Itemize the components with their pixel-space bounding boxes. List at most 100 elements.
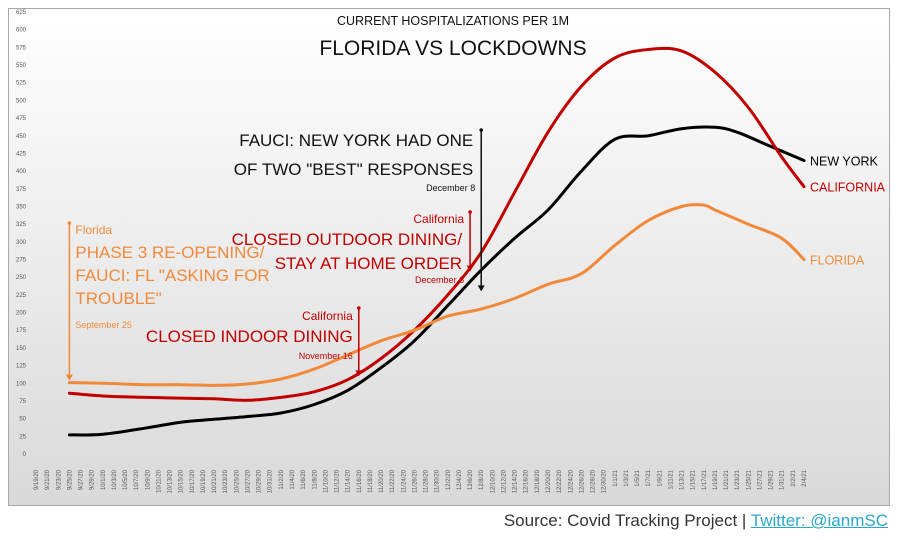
x-tick-label: 1/3/21	[624, 469, 630, 486]
y-tick-label: 175	[16, 328, 27, 334]
new-york-annotation-arrow-head	[477, 285, 485, 292]
y-tick-label: 250	[16, 275, 27, 281]
x-tick-label: 9/25/20	[67, 469, 73, 490]
y-tick-label: 125	[16, 364, 27, 370]
x-tick-label: 10/27/20	[245, 469, 251, 493]
florida-annotation-arrow-dot	[67, 221, 72, 225]
florida-series-line	[67, 203, 806, 387]
y-axis: 0 25 50 75 100 125 150 175 200 225 250 275 300 325 350…	[16, 10, 27, 458]
x-tick-label: 10/15/20	[179, 469, 185, 493]
x-tick-label: 11/18/20	[368, 469, 374, 493]
x-tick-label: 11/12/20	[335, 469, 341, 493]
y-tick-label: 325	[16, 222, 27, 228]
source-footer: Source: Covid Tracking Project | Twitter…	[504, 511, 888, 531]
x-tick-label: 1/23/21	[735, 469, 741, 490]
x-tick-label: 11/8/20	[312, 469, 318, 489]
x-tick-label: 1/5/21	[635, 469, 641, 486]
x-tick-label: 11/20/20	[379, 469, 385, 493]
x-tick-label: 12/10/20	[490, 469, 496, 493]
annotation-date: December 6	[415, 275, 464, 285]
annotation-date: September 25	[75, 320, 132, 330]
x-tick-label: 10/29/20	[257, 469, 263, 493]
x-tick-label: 1/11/21	[668, 469, 674, 489]
y-tick-label: 525	[16, 81, 27, 87]
annotation-state: Florida	[75, 223, 112, 237]
annotation-line: CLOSED OUTDOOR DINING/	[232, 230, 463, 249]
y-tick-label: 550	[16, 63, 27, 69]
x-tick-label: 12/24/20	[568, 469, 574, 493]
california-nov-arrow-dot	[356, 306, 361, 310]
x-tick-label: 10/23/20	[223, 469, 229, 493]
x-tick-label: 12/4/20	[457, 469, 463, 490]
x-tick-label: 1/29/21	[769, 469, 775, 490]
chart-subtitle: CURRENT HOSPITALIZATIONS PER 1M	[337, 14, 569, 28]
annotation-line: FAUCI: FL "ASKING FOR	[75, 266, 269, 285]
source-text: Source: Covid Tracking Project |	[503, 511, 751, 530]
x-tick-label: 9/19/20	[34, 469, 40, 490]
x-tick-label: 12/22/20	[557, 469, 563, 493]
x-tick-label: 12/6/20	[468, 469, 474, 490]
x-tick-label: 9/29/20	[90, 469, 96, 490]
y-tick-label: 300	[16, 240, 27, 246]
new-york-series-line	[67, 125, 806, 437]
x-tick-label: 12/12/20	[501, 469, 507, 493]
y-tick-label: 200	[16, 311, 27, 317]
y-tick-label: 625	[16, 10, 27, 16]
x-tick-label: 10/13/20	[168, 469, 174, 493]
y-tick-label: 350	[16, 204, 27, 210]
y-tick-label: 150	[16, 346, 27, 352]
california-series-line	[67, 46, 806, 402]
x-tick-label: 12/30/20	[602, 469, 608, 493]
y-tick-label: 400	[16, 169, 27, 175]
x-tick-label: 10/3/20	[112, 469, 118, 490]
x-tick-label: 11/14/20	[346, 469, 352, 493]
y-tick-label: 275	[16, 258, 27, 264]
y-tick-label: 500	[16, 98, 27, 104]
x-tick-label: 11/10/20	[323, 469, 329, 493]
california-dec-arrow-dot	[468, 210, 472, 214]
annotation-line: STAY AT HOME ORDER	[275, 254, 462, 273]
y-tick-label: 375	[16, 187, 27, 193]
x-tick-label: 1/9/21	[657, 469, 663, 486]
y-tick-label: 600	[16, 28, 27, 34]
y-tick-label: 25	[19, 434, 26, 440]
x-tick-label: 11/22/20	[390, 469, 396, 493]
x-tick-label: 10/25/20	[234, 469, 240, 493]
chart-title: FLORIDA VS LOCKDOWNS	[319, 37, 586, 60]
x-tick-label: 9/27/20	[79, 469, 85, 490]
annotation-state: California	[413, 212, 464, 226]
x-tick-label: 10/7/20	[134, 469, 140, 490]
y-tick-label: 75	[19, 399, 26, 405]
x-tick-label: 11/30/20	[435, 469, 441, 493]
x-tick-label: 11/24/20	[401, 469, 407, 493]
new-york-series-label: NEW YORK	[810, 155, 878, 169]
y-tick-label: 0	[23, 452, 27, 458]
annotation-state: California	[302, 309, 353, 323]
x-tick-label: 11/6/20	[301, 469, 307, 489]
florida-series-label: FLORIDA	[810, 254, 865, 268]
x-tick-label: 1/27/21	[757, 469, 763, 490]
x-tick-label: 12/20/20	[546, 469, 552, 493]
x-tick-label: 10/9/20	[145, 469, 151, 490]
twitter-link[interactable]: Twitter: @ianmSC	[750, 511, 888, 530]
x-tick-label: 12/28/20	[591, 469, 597, 493]
annotation-line: PHASE 3 RE-OPENING/	[75, 243, 264, 262]
x-tick-label: 10/31/20	[268, 469, 274, 493]
florida-annotation-arrow-head	[65, 374, 73, 381]
x-tick-label: 10/11/20	[156, 469, 162, 493]
california-series-label: CALIFORNIA	[810, 181, 886, 195]
y-tick-label: 425	[16, 151, 27, 157]
california-dec-arrow-head	[466, 265, 474, 272]
annotation-date: December 8	[426, 183, 475, 193]
x-tick-label: 2/2/21	[791, 469, 797, 486]
x-tick-label: 11/2/20	[279, 469, 285, 489]
chart-frame: CURRENT HOSPITALIZATIONS PER 1M FLORIDA …	[8, 8, 890, 506]
y-tick-label: 100	[16, 381, 27, 387]
annotation-date: November 16	[299, 351, 353, 361]
y-tick-label: 450	[16, 134, 27, 140]
x-tick-label: 10/21/20	[212, 469, 218, 493]
x-tick-label: 12/2/20	[446, 469, 452, 490]
california-nov-arrow-head	[355, 370, 363, 377]
annotation-line: TROUBLE"	[75, 289, 161, 308]
x-axis: 9/19/20 9/21/20 9/23/20 9/25/20 9/27/20 9/29/…	[34, 469, 808, 493]
